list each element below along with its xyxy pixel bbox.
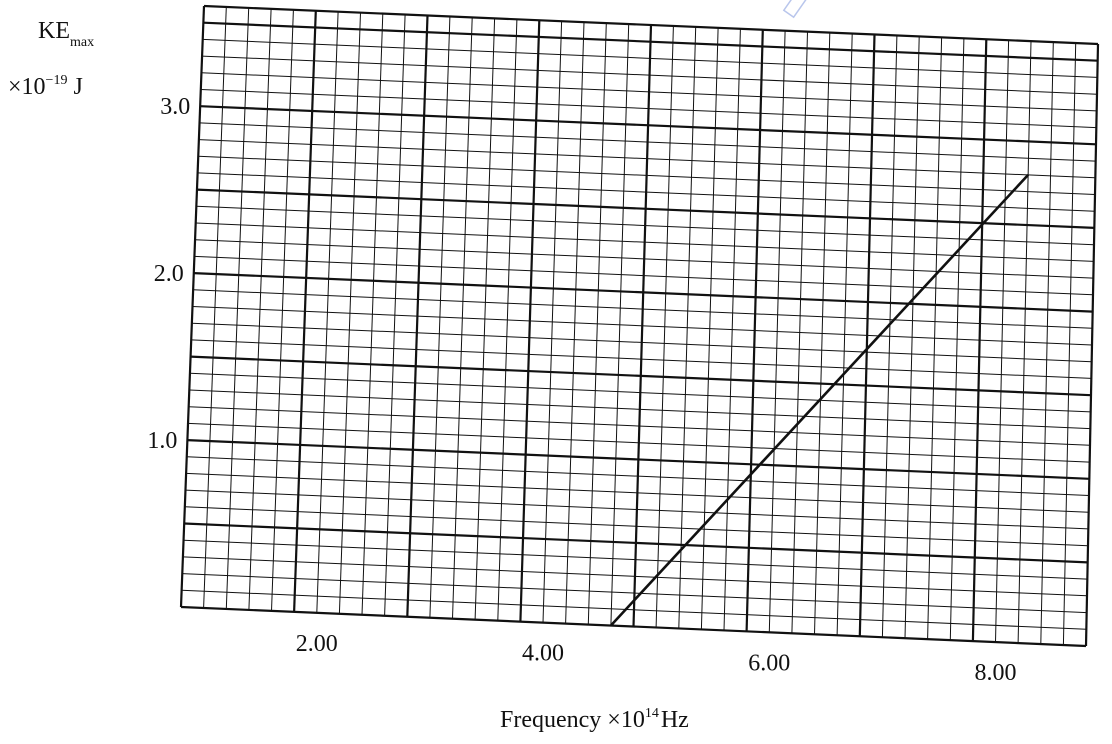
major-grid-line-h [180, 605, 1087, 648]
x-tick-label: 8.00 [975, 660, 1017, 686]
y-axis-label: KEmax [38, 18, 94, 50]
series-line-0 [609, 174, 1030, 627]
y-axis-unit: ×10−19 J [8, 73, 83, 100]
major-grid [179, 4, 1100, 648]
major-grid-line-h [187, 439, 1090, 480]
y-tick-label: 1.0 [147, 428, 177, 454]
major-grid-line-h [203, 4, 1099, 46]
major-grid-line-h [203, 21, 1098, 62]
major-grid-line-v [1084, 43, 1100, 647]
minor-grid [181, 6, 1098, 646]
x-tick-label: 2.00 [296, 631, 338, 657]
major-grid-line-h [200, 105, 1097, 146]
x-tick-label: 4.00 [522, 641, 564, 667]
major-grid-line-v [179, 5, 206, 608]
x-axis-label: Frequency ×1014Hz [500, 706, 689, 733]
series-layer [609, 174, 1030, 627]
watermark [782, 0, 808, 19]
x-tick-label: 6.00 [748, 650, 790, 676]
major-grid-line-h [184, 522, 1088, 564]
y-tick-label: 3.0 [160, 94, 190, 120]
major-grid-line-h [190, 355, 1092, 397]
major-grid-line-h [196, 188, 1095, 229]
y-tick-label: 2.0 [154, 261, 184, 287]
tick-labels: 2.00 4.00 6.00 8.00 1.0 2.0 3.0 [147, 94, 1016, 686]
major-grid-line-h [193, 272, 1093, 313]
